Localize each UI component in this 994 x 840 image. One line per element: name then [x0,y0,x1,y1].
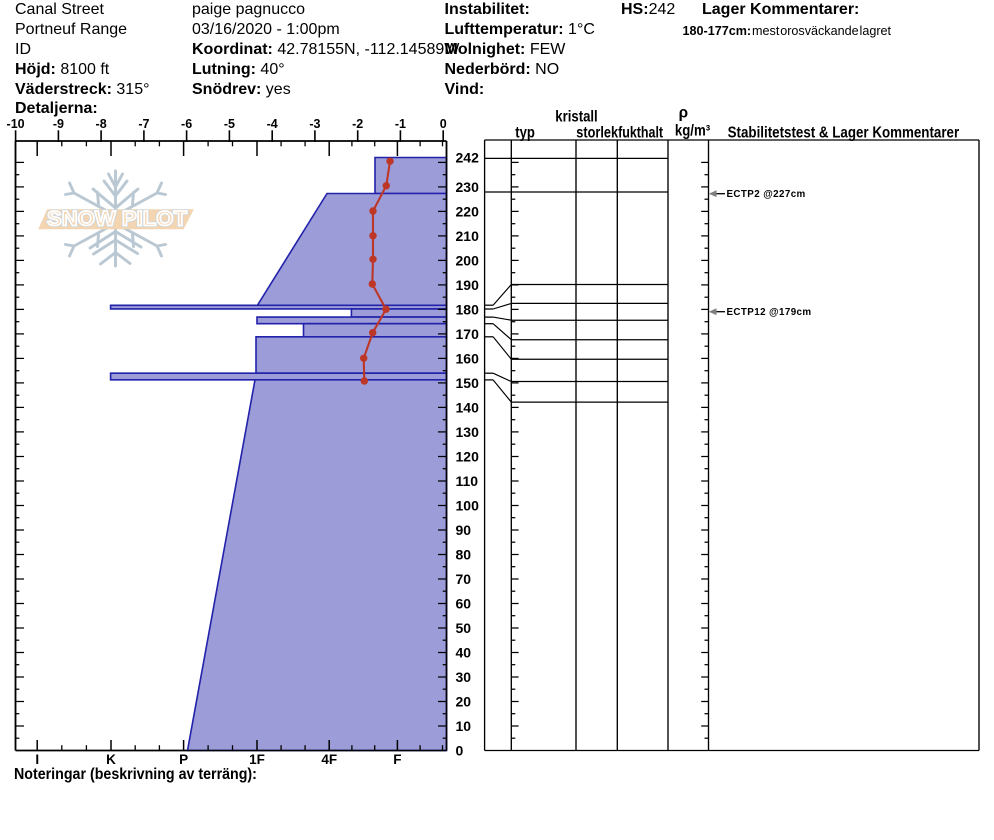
svg-text:20: 20 [456,693,472,709]
svg-text:-10: -10 [7,117,25,131]
svg-text:Stabilitetstest & Lager Kommen: Stabilitetstest & Lager Kommentarer [728,125,960,142]
svg-text:0: 0 [440,117,447,131]
svg-text:10: 10 [456,718,472,734]
svg-text:ECTP2 @227cm: ECTP2 @227cm [727,189,806,200]
svg-text:-3: -3 [309,117,320,131]
svg-text:4F: 4F [321,752,337,767]
svg-text:110: 110 [456,473,479,489]
svg-text:242: 242 [456,149,480,165]
svg-text:-5: -5 [224,117,235,131]
svg-text:ρ: ρ [679,104,688,121]
svg-text:60: 60 [456,595,472,611]
svg-text:SNOW PILOT: SNOW PILOT [47,207,187,231]
svg-text:210: 210 [456,228,480,244]
svg-text:storlek: storlek [576,125,618,142]
svg-text:1F: 1F [249,752,265,767]
svg-text:120: 120 [456,448,480,464]
svg-text:50: 50 [456,620,472,636]
svg-text:F: F [393,752,401,767]
svg-text:90: 90 [456,522,472,538]
svg-text:-6: -6 [181,117,192,131]
svg-text:70: 70 [456,571,472,587]
svg-text:P: P [179,752,188,767]
svg-text:I: I [35,752,39,767]
svg-text:150: 150 [456,375,480,391]
svg-text:ECTP12 @179cm: ECTP12 @179cm [727,307,812,318]
svg-text:-1: -1 [395,117,406,131]
svg-text:230: 230 [456,179,480,195]
svg-text:140: 140 [456,399,480,415]
svg-text:220: 220 [456,203,480,219]
svg-text:typ: typ [515,125,535,142]
svg-text:200: 200 [456,252,480,268]
svg-text:100: 100 [456,497,480,513]
svg-text:40: 40 [456,644,472,660]
svg-text:80: 80 [456,546,472,562]
svg-text:190: 190 [456,277,480,293]
svg-text:fukthalt: fukthalt [618,125,663,142]
svg-text:-2: -2 [352,117,363,131]
svg-text:K: K [106,752,116,767]
svg-text:0: 0 [456,742,464,758]
svg-text:kg/m³: kg/m³ [675,122,710,139]
svg-text:SNOW PILOT: SNOW PILOT [47,207,187,231]
svg-text:170: 170 [456,326,480,342]
svg-text:-7: -7 [138,117,149,131]
svg-text:130: 130 [456,424,480,440]
svg-text:160: 160 [456,350,480,366]
svg-text:30: 30 [456,669,472,685]
svg-text:-4: -4 [267,117,278,131]
svg-text:-8: -8 [96,117,107,131]
svg-text:kristall: kristall [555,108,597,125]
svg-text:180: 180 [456,301,480,317]
svg-text:-9: -9 [53,117,64,131]
